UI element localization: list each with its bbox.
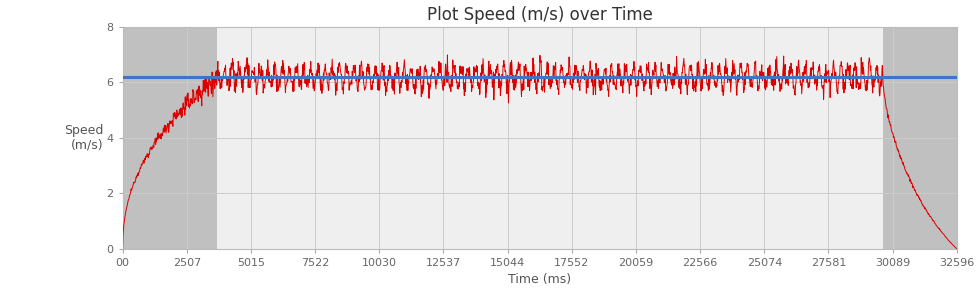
Y-axis label: Speed
(m/s): Speed (m/s) (65, 124, 104, 152)
Title: Plot Speed (m/s) over Time: Plot Speed (m/s) over Time (427, 6, 653, 24)
Bar (883, 27, 956, 249)
Bar (122, 27, 218, 249)
X-axis label: Time (ms): Time (ms) (509, 274, 571, 286)
